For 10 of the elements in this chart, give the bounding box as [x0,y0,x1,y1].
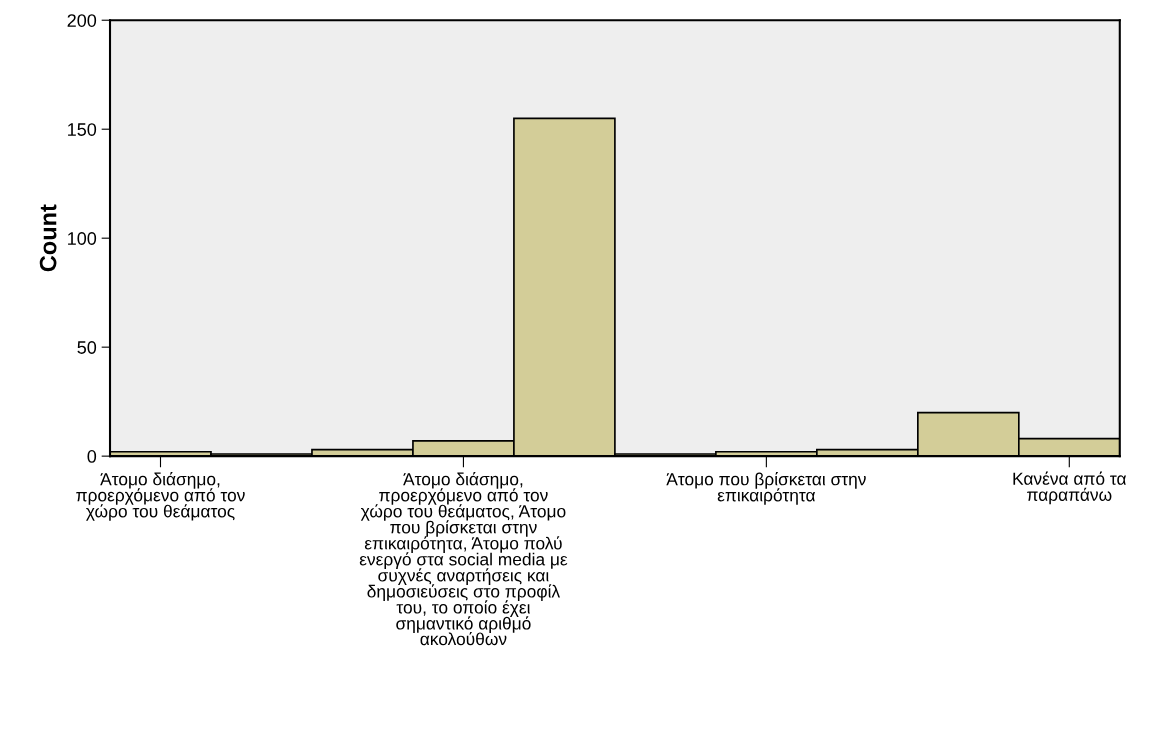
y-tick-label: 50 [77,341,97,354]
x-tick-label: Άτομο διάσημο, προερχόμενο από τον χώρο του θεάματος [76,472,245,521]
y-tick-label: 0 [87,450,97,463]
y-tick-label: 150 [68,123,97,136]
x-tick-label: Κανένα από τα παραπάνω [1013,471,1127,505]
y-tick-label: 100 [68,232,97,245]
category-label: Άτομο διάσημο, προερχόμενο από τον χώρο του θεάματος, Άτομο που βρίσκεται στην επικαιρότητα, Άτομο πολύ ενεργό στα social media με συχνές αναρτήσεις και δημοσιεύσεις στο προφίλ του, το οποίο έχει σημαντικό αριθμό ακολούθων [359,472,568,646]
y-tick-label: 200 [67,14,97,27]
x-tick-label: Άτομο που βρίσκεται στην επικαιρότητα [666,472,866,505]
y-axis-title: Count [39,204,57,272]
